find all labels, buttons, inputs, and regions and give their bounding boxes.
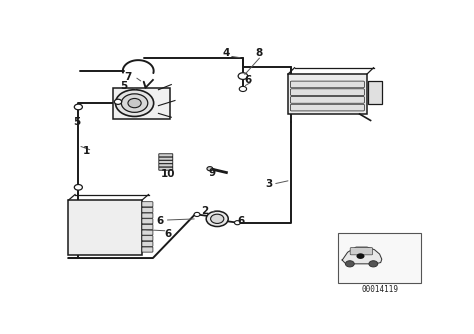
Text: 7: 7 <box>125 71 132 81</box>
Circle shape <box>74 184 82 190</box>
Text: 5: 5 <box>73 117 81 127</box>
FancyBboxPatch shape <box>159 164 173 167</box>
Circle shape <box>235 221 240 225</box>
Text: 6: 6 <box>156 216 164 226</box>
FancyBboxPatch shape <box>291 104 365 111</box>
Circle shape <box>239 87 246 92</box>
FancyBboxPatch shape <box>142 241 153 246</box>
FancyBboxPatch shape <box>159 167 173 170</box>
FancyBboxPatch shape <box>68 200 142 256</box>
Circle shape <box>74 104 82 110</box>
Text: 6: 6 <box>245 75 252 85</box>
FancyBboxPatch shape <box>291 89 365 96</box>
Text: 2: 2 <box>201 206 208 216</box>
Circle shape <box>369 261 378 267</box>
FancyBboxPatch shape <box>159 157 173 160</box>
Text: 10: 10 <box>161 169 175 179</box>
Text: 3: 3 <box>265 179 272 189</box>
FancyBboxPatch shape <box>159 154 173 157</box>
FancyBboxPatch shape <box>142 219 153 224</box>
Circle shape <box>128 99 141 108</box>
Circle shape <box>238 73 248 79</box>
Text: 6: 6 <box>164 229 171 239</box>
Text: 1: 1 <box>83 146 91 156</box>
FancyBboxPatch shape <box>142 207 153 212</box>
FancyBboxPatch shape <box>368 81 382 104</box>
FancyBboxPatch shape <box>291 97 365 103</box>
Polygon shape <box>342 247 382 264</box>
FancyBboxPatch shape <box>291 81 365 88</box>
Text: 5: 5 <box>120 81 127 92</box>
Circle shape <box>210 214 224 223</box>
FancyBboxPatch shape <box>350 247 373 255</box>
Circle shape <box>114 99 122 104</box>
FancyBboxPatch shape <box>142 224 153 229</box>
FancyBboxPatch shape <box>142 236 153 241</box>
FancyBboxPatch shape <box>142 213 153 218</box>
Circle shape <box>121 94 148 112</box>
FancyBboxPatch shape <box>338 233 421 283</box>
FancyBboxPatch shape <box>142 202 153 207</box>
FancyBboxPatch shape <box>142 230 153 235</box>
Text: 8: 8 <box>256 48 263 58</box>
FancyBboxPatch shape <box>159 160 173 164</box>
Text: 00014119: 00014119 <box>361 285 398 294</box>
Circle shape <box>194 212 200 216</box>
Text: 4: 4 <box>223 48 230 58</box>
Circle shape <box>356 253 365 259</box>
Circle shape <box>206 211 228 226</box>
Text: 9: 9 <box>208 168 215 178</box>
Circle shape <box>116 90 154 117</box>
Text: 6: 6 <box>237 216 245 226</box>
Circle shape <box>207 167 213 171</box>
FancyBboxPatch shape <box>113 88 170 119</box>
Circle shape <box>346 261 354 267</box>
FancyBboxPatch shape <box>288 74 367 114</box>
FancyBboxPatch shape <box>142 247 153 252</box>
